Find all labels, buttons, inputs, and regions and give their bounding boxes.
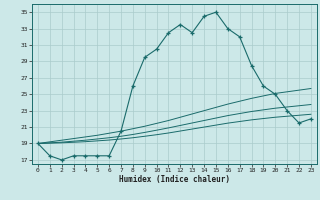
- X-axis label: Humidex (Indice chaleur): Humidex (Indice chaleur): [119, 175, 230, 184]
